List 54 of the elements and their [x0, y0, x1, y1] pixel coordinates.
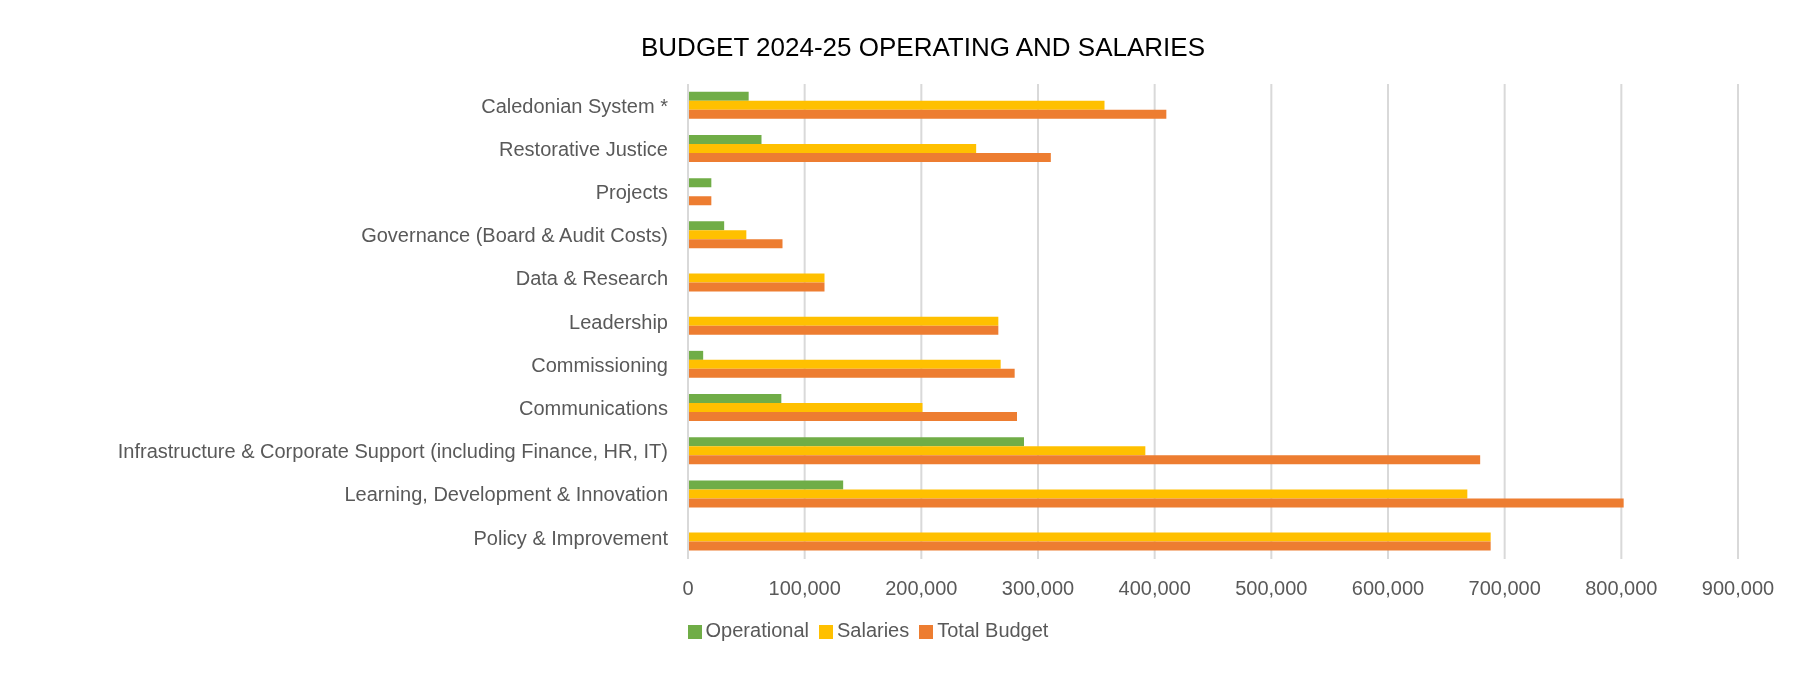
x-tick-label: 300,000	[1001, 577, 1075, 600]
bar	[688, 541, 1491, 551]
x-tick-label: 200,000	[885, 577, 958, 600]
x-tick-label: 400,000	[1118, 577, 1191, 600]
bar	[688, 325, 999, 335]
y-tick-label: Learning, Development & Innovation	[344, 483, 668, 506]
y-tick-label: Caledonian System *	[481, 94, 669, 117]
bar	[688, 134, 762, 144]
bar	[688, 480, 844, 490]
y-tick-label: Governance (Board & Audit Costs)	[361, 224, 668, 247]
bar	[688, 359, 1001, 369]
bar	[688, 455, 1481, 465]
bar	[688, 178, 712, 188]
y-tick-label: Communications	[519, 396, 668, 419]
chart-title: BUDGET 2024-25 OPERATING AND SALARIES	[640, 31, 1206, 64]
x-tick-label: 800,000	[1585, 577, 1658, 600]
bar	[688, 152, 1051, 162]
y-tick-label: Commissioning	[531, 353, 668, 376]
x-tick-label: 0	[682, 577, 694, 600]
bar	[688, 437, 1024, 447]
x-tick-label: 100,000	[768, 577, 841, 600]
bar	[688, 91, 749, 101]
y-tick-label: Policy & Improvement	[473, 526, 669, 549]
bar	[688, 403, 923, 413]
bar	[688, 489, 1468, 499]
legend-label: Total Budget	[937, 619, 1049, 641]
bar	[688, 532, 1491, 542]
bar	[688, 196, 712, 206]
bar	[688, 221, 725, 231]
x-tick-label: 900,000	[1701, 577, 1775, 600]
bar	[688, 230, 747, 240]
legend-label: Salaries	[836, 619, 910, 641]
y-tick-label: Leadership	[569, 310, 668, 333]
y-tick-label: Data & Research	[515, 267, 668, 290]
y-tick-label: Restorative Justice	[499, 137, 668, 160]
x-tick-label: 600,000	[1351, 577, 1425, 600]
bar	[688, 282, 825, 292]
bar	[688, 394, 782, 404]
bar	[688, 368, 1015, 378]
bar	[688, 100, 1105, 110]
legend-label: Operational	[705, 619, 809, 641]
bar	[688, 350, 704, 360]
x-tick-label: 500,000	[1235, 577, 1308, 600]
bar	[688, 239, 783, 249]
bar	[688, 316, 999, 326]
bar	[688, 498, 1624, 508]
bar	[688, 109, 1167, 119]
x-tick-label: 700,000	[1468, 577, 1541, 600]
y-tick-label: Projects	[595, 181, 668, 204]
bar	[688, 446, 1146, 456]
y-tick-label: Infrastructure & Corporate Support (including Finance, HR, IT)	[117, 440, 668, 463]
bar	[688, 412, 1017, 422]
bar	[688, 143, 977, 153]
bar	[688, 273, 825, 283]
